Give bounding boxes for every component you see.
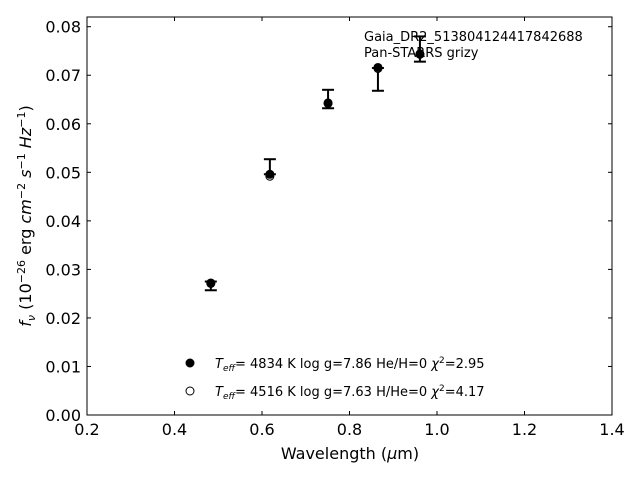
model-point-filled (206, 278, 216, 288)
plot-frame (86, 16, 613, 416)
x-tick-label: 0.4 (162, 420, 187, 439)
x-tick-label: 1.4 (599, 420, 624, 439)
legend-marker-open (185, 386, 195, 396)
y-tick-label: 0.01 (45, 357, 81, 376)
x-tick-label: 0.8 (337, 420, 362, 439)
y-axis-label: fν (10−26 erg cm−2 s−1 Hz−1) (15, 105, 38, 326)
y-tick-label: 0.04 (45, 212, 81, 231)
x-tick-label: 1.2 (512, 420, 537, 439)
x-tick-label: 0.2 (74, 420, 99, 439)
y-tick-label: 0.05 (45, 163, 81, 182)
legend-marker-filled (185, 358, 195, 368)
y-tick-label: 0.02 (45, 309, 81, 328)
model-point-filled (373, 62, 383, 72)
model-point-filled (323, 98, 333, 108)
y-tick-label: 0.08 (45, 18, 81, 37)
legend-label: Teff= 4516 K log g=7.63 H/He=0 χ2=4.17 (215, 384, 485, 402)
x-tick-label: 1.0 (424, 420, 449, 439)
x-tick-label: 0.6 (249, 420, 274, 439)
y-tick-label: 0.00 (45, 406, 81, 425)
model-point-filled (415, 49, 425, 59)
model-point-filled (265, 169, 275, 179)
annotation-line-2: Pan-STARRS grizy (364, 46, 479, 61)
y-tick-label: 0.07 (45, 66, 81, 85)
legend: Teff= 4834 K log g=7.86 He/H=0 χ2=2.95 Te… (185, 356, 485, 402)
x-axis-label: Wavelength (μm) (281, 444, 419, 463)
annotation-line-1: Gaia_DR2_513804124417842688 (364, 30, 583, 45)
y-tick-label: 0.06 (45, 115, 81, 134)
y-tick-label: 0.03 (45, 260, 81, 279)
legend-label: Teff= 4834 K log g=7.86 He/H=0 χ2=2.95 (215, 356, 485, 374)
